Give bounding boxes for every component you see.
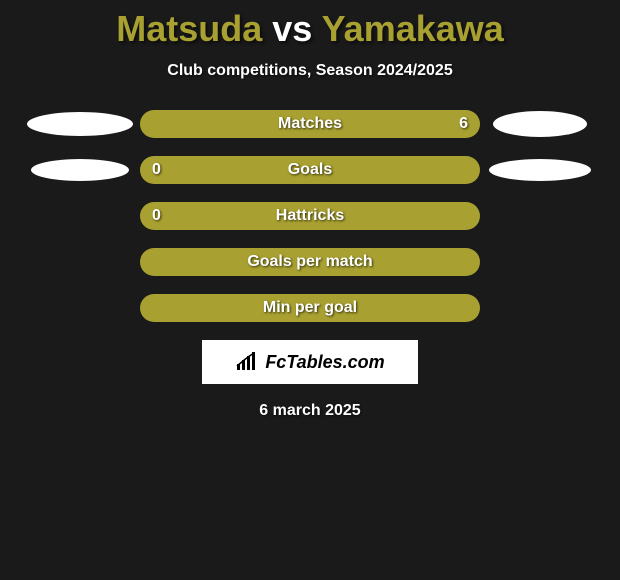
bar: 0 Goals [140,156,480,184]
right-oval [493,111,587,137]
bar: 0 Hattricks [140,202,480,230]
row-goals-per-match: Goals per match [0,248,620,276]
page-title: Matsuda vs Yamakawa [0,0,620,50]
value-left: 0 [152,207,161,225]
row-label: Goals per match [247,253,372,271]
left-oval [27,112,133,136]
left-side [20,112,140,136]
bar: Min per goal [140,294,480,322]
subtitle: Club competitions, Season 2024/2025 [0,62,620,80]
row-label: Min per goal [263,299,357,317]
date-label: 6 march 2025 [0,402,620,420]
bar: Matches 6 [140,110,480,138]
title-right: Yamakawa [322,8,504,49]
row-hattricks: 0 Hattricks [0,202,620,230]
row-label: Goals [288,161,332,179]
title-vs: vs [262,8,321,49]
value-left: 0 [152,161,161,179]
row-label: Hattricks [276,207,344,225]
right-side [480,159,600,181]
right-oval [489,159,591,181]
left-oval [31,159,129,181]
comparison-rows: Matches 6 0 Goals 0 Hattricks [0,110,620,322]
left-side [20,159,140,181]
row-matches: Matches 6 [0,110,620,138]
title-left: Matsuda [116,8,262,49]
row-min-per-goal: Min per goal [0,294,620,322]
row-goals: 0 Goals [0,156,620,184]
bar-chart-icon [235,352,261,372]
bar: Goals per match [140,248,480,276]
logo-text: FcTables.com [265,352,384,373]
right-side [480,111,600,137]
row-label: Matches [278,115,342,133]
logo[interactable]: FcTables.com [202,340,418,384]
value-right: 6 [459,115,468,133]
